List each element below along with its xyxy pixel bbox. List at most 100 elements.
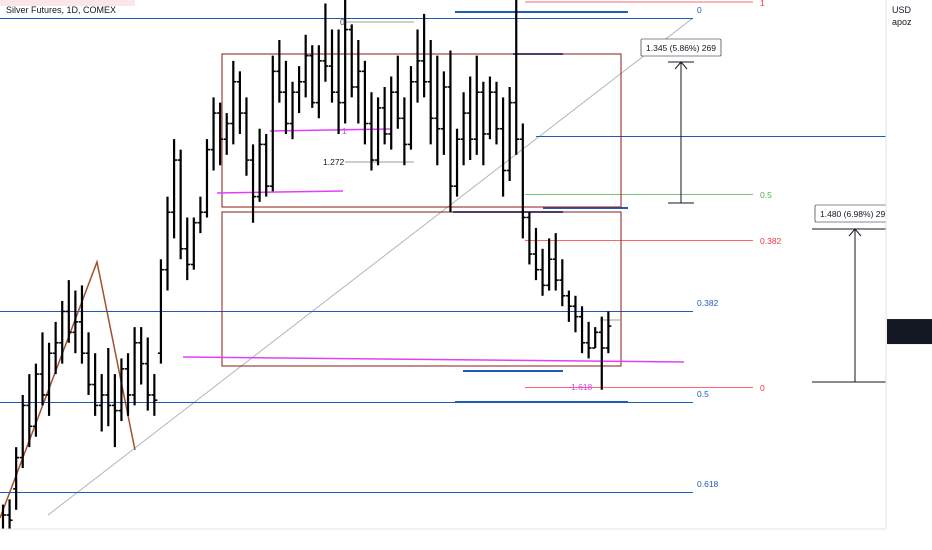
magenta-trendline	[269, 128, 391, 132]
ohlc-bar	[401, 97, 408, 166]
ohlc-bar	[447, 50, 454, 213]
ohlc-bar	[355, 40, 362, 124]
ohlc-bar	[454, 128, 461, 197]
ohlc-bar	[532, 227, 539, 281]
ohlc-bar	[322, 3, 329, 82]
ohlc-bar	[368, 92, 375, 171]
arrow-head	[674, 61, 688, 70]
ohlc-bar	[500, 97, 507, 197]
ohlc-bar	[190, 217, 197, 270]
fib-label: 0	[340, 17, 345, 27]
ohlc-bar	[78, 285, 85, 364]
ohlc-bar	[381, 86, 388, 145]
ohlc-bar	[164, 196, 171, 291]
ohlc-bar	[230, 60, 237, 145]
ohlc-bar	[572, 295, 579, 333]
ohlc-bar	[98, 374, 105, 432]
price-axis-bg	[886, 0, 932, 550]
fib-label: 0	[697, 5, 702, 15]
ohlc-bars	[0, 0, 612, 542]
ohlc-bar	[375, 97, 382, 166]
fib-label: 1	[760, 0, 765, 8]
drawing-layer[interactable]	[0, 0, 886, 519]
ohlc-bar	[526, 212, 533, 265]
ohlc-bar	[335, 29, 342, 134]
ohlc-bar	[65, 280, 72, 343]
ohlc-bar	[223, 113, 230, 155]
ohlc-bar	[467, 76, 474, 161]
fib-label: 1.618	[571, 382, 593, 392]
time-axis[interactable]	[0, 528, 932, 550]
measure-label: 1.345 (5.86%) 269	[646, 43, 716, 53]
symbol-title: Silver Futures, 1D, COMEX	[6, 5, 117, 15]
ohlc-bar	[256, 128, 263, 202]
fib-label: 1.272	[323, 157, 345, 167]
diagonal-trendline	[47, 17, 694, 516]
currency-label: USD apoz	[892, 4, 922, 28]
last-price-tag	[887, 319, 932, 345]
ohlc-bar	[203, 139, 210, 218]
ohlc-bar	[296, 66, 303, 114]
ohlc-bar	[605, 311, 612, 354]
ohlc-bar	[105, 347, 112, 427]
ohlc-bar	[184, 217, 191, 281]
ohlc-bar	[440, 71, 447, 155]
ohlc-bar	[144, 337, 151, 411]
fib-label: 0.382	[697, 298, 719, 308]
fib-label: 0.5	[760, 190, 772, 200]
ohlc-bar	[111, 374, 118, 448]
ohlc-bar	[171, 139, 178, 239]
fib-label: 0	[760, 383, 765, 393]
ohlc-bar	[342, 0, 349, 124]
ohlc-bar	[52, 321, 59, 375]
ohlc-bar	[421, 13, 428, 98]
measure-label: 1.480 (6.98%) 296	[820, 209, 890, 219]
price-axis[interactable]	[885, 0, 932, 550]
ohlc-bar	[585, 321, 592, 359]
ohlc-bar	[85, 332, 92, 395]
ohlc-bar	[157, 259, 164, 364]
measure-box	[640, 38, 722, 57]
magenta-trendline	[216, 190, 344, 194]
magenta-trendline	[182, 356, 685, 363]
range-rectangle	[221, 211, 622, 367]
ohlc-bar	[197, 196, 204, 234]
fib-label: 0.5	[697, 389, 709, 399]
fib-label: 0.618	[697, 479, 719, 489]
fib-label: 0.382	[760, 236, 782, 246]
ohlc-bar	[177, 149, 184, 260]
ohlc-bar	[289, 81, 296, 140]
time-axis-bg	[0, 529, 932, 550]
ohlc-bar	[138, 327, 145, 385]
ohlc-bar	[394, 55, 401, 129]
arrow-head	[848, 228, 862, 237]
ohlc-bar	[427, 40, 434, 145]
ohlc-bar	[276, 40, 283, 103]
ohlc-bar	[329, 29, 335, 103]
ohlc-bar	[519, 123, 526, 239]
ohlc-bar	[539, 248, 546, 296]
ohlc-bar	[506, 86, 513, 181]
highlight-band	[0, 0, 135, 6]
ohlc-bar	[565, 290, 572, 322]
ohlc-bar	[13, 447, 20, 510]
ohlc-bar	[39, 332, 46, 406]
ohlc-bar	[361, 60, 368, 145]
ohlc-bar	[493, 81, 500, 145]
ohlc-bar	[559, 259, 566, 307]
ohlc-bar	[315, 45, 322, 119]
ohlc-bar	[118, 358, 125, 422]
ohlc-bar	[263, 133, 270, 197]
ohlc-bar	[309, 45, 316, 108]
ohlc-bar	[92, 353, 99, 416]
ohlc-bar	[598, 316, 605, 390]
ohlc-bar	[579, 306, 586, 354]
ohlc-bar	[26, 374, 33, 448]
ohlc-bar	[546, 238, 553, 291]
ohlc-bar	[513, 0, 520, 155]
range-rectangle	[221, 53, 622, 208]
ohlc-bar	[131, 327, 138, 406]
ohlc-bar	[460, 92, 467, 166]
